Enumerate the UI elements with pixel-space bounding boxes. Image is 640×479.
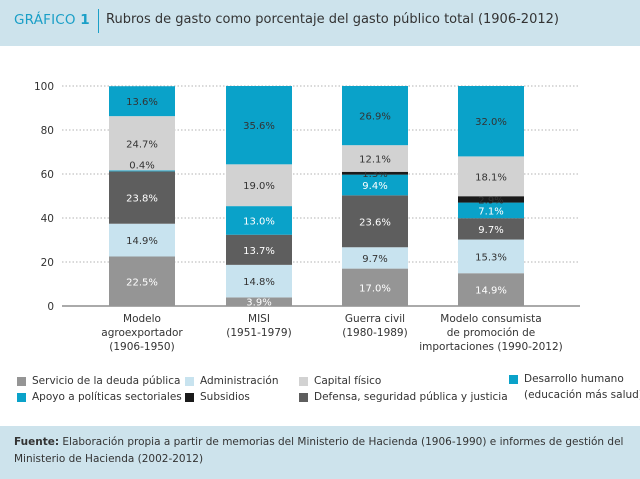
x-category-label: (1951-1979) xyxy=(226,327,291,339)
legend-swatch xyxy=(299,377,308,386)
data-label: 9.7% xyxy=(362,254,387,265)
data-label: 23.6% xyxy=(359,217,391,228)
legend-label: Servicio de la deuda pública xyxy=(32,375,181,387)
bar-segment xyxy=(226,234,292,265)
legend-swatch xyxy=(299,393,308,402)
x-category-label: importaciones (1990-2012) xyxy=(419,341,563,353)
legend-swatch xyxy=(185,377,194,386)
bar-segment xyxy=(342,195,408,248)
bar-segment xyxy=(109,170,175,172)
data-label: 14.9% xyxy=(126,236,158,247)
y-tick-label: 60 xyxy=(41,169,54,181)
bar-segment xyxy=(226,206,292,235)
x-category-label: Modelo consumista xyxy=(440,313,541,325)
y-tick-label: 0 xyxy=(47,301,54,313)
data-label: 32.0% xyxy=(475,117,507,128)
bar-segment xyxy=(458,239,524,274)
data-label: 1.3% xyxy=(362,169,387,180)
bar-segment xyxy=(109,256,175,306)
bar-segment xyxy=(458,86,524,157)
chart-title: Rubros de gasto como porcentaje del gast… xyxy=(106,12,559,27)
data-label: 13.7% xyxy=(243,246,275,257)
data-label: 13.6% xyxy=(126,97,158,108)
legend-label-line2: (educación más salud) xyxy=(524,389,640,401)
bar-segment xyxy=(342,145,408,172)
bar-segment xyxy=(342,171,408,175)
data-label: 2.9% xyxy=(478,195,503,206)
bar-segment xyxy=(109,171,175,224)
header-separator xyxy=(98,9,99,33)
legend-label: Capital físico xyxy=(314,375,382,387)
data-label: 23.8% xyxy=(126,194,158,205)
data-label: 9.4% xyxy=(362,181,387,192)
legend-label: Administración xyxy=(200,375,279,387)
chart-header: GRÁFICO 1 Rubros de gasto como porcentaj… xyxy=(0,0,640,46)
legend-swatch xyxy=(17,377,26,386)
bar-segment xyxy=(458,273,524,306)
data-label: 7.1% xyxy=(478,206,503,217)
source-note: Fuente: Elaboración propia a partir de m… xyxy=(14,434,624,468)
x-category-label: (1906-1950) xyxy=(109,341,174,353)
bar-segment xyxy=(342,174,408,196)
legend-label: Defensa, seguridad pública y justicia xyxy=(314,391,508,403)
bar-segment xyxy=(109,86,175,117)
stacked-bar-chart: 0 20 40 60 80 100 22.5% 14.9% 23.8% 24.7% 13.6% 3.9… xyxy=(34,81,580,353)
legend-label: Apoyo a políticas sectoriales xyxy=(32,391,182,403)
data-label: 14.8% xyxy=(243,277,275,288)
bar-segment xyxy=(226,297,292,306)
x-category-label: MISI xyxy=(248,313,270,325)
x-category-label: (1980-1989) xyxy=(342,327,407,339)
data-label: 14.9% xyxy=(475,286,507,297)
data-label: 3.9% xyxy=(246,298,271,309)
data-label: 17.0% xyxy=(359,283,391,294)
data-label: 19.0% xyxy=(243,181,275,192)
source-label: Fuente: xyxy=(14,436,60,448)
bar-segment xyxy=(226,264,292,298)
bar-segment xyxy=(226,164,292,207)
y-tick-label: 40 xyxy=(41,213,54,225)
bar-segment xyxy=(458,156,524,197)
figure-label-word: GRÁFICO xyxy=(14,12,76,28)
bar-segment xyxy=(109,223,175,257)
bar-segment xyxy=(109,116,175,171)
data-label: 24.7% xyxy=(126,139,158,150)
data-label: 22.5% xyxy=(126,277,158,288)
data-label: 26.9% xyxy=(359,112,391,123)
data-label: 12.1% xyxy=(359,154,391,165)
data-label: 13.0% xyxy=(243,216,275,227)
bar-segment xyxy=(226,86,292,165)
chart-footer: Fuente: Elaboración propia a partir de m… xyxy=(0,426,640,479)
y-tick-label: 80 xyxy=(41,125,54,137)
bar-segment xyxy=(458,218,524,240)
bar-segment xyxy=(342,86,408,146)
x-category-label: agroexportador xyxy=(101,327,183,339)
x-category-label: Guerra civil xyxy=(345,313,405,325)
y-tick-label: 20 xyxy=(41,257,54,269)
legend-label: Subsidios xyxy=(200,391,250,403)
y-tick-label: 100 xyxy=(34,81,54,93)
figure-number: 1 xyxy=(80,12,90,28)
bar-segment xyxy=(458,196,524,203)
data-label: 18.1% xyxy=(475,172,507,183)
data-label: 35.6% xyxy=(243,121,275,132)
bar-segment xyxy=(342,247,408,269)
legend-swatch xyxy=(509,375,518,384)
data-label: 15.3% xyxy=(475,252,507,263)
figure-label: GRÁFICO 1 xyxy=(14,12,90,28)
source-text: Elaboración propia a partir de memorias … xyxy=(14,436,624,465)
data-label-annotation: 0.4% xyxy=(129,160,154,171)
legend-swatch xyxy=(185,393,194,402)
bar-segment xyxy=(458,202,524,219)
x-category-label: Modelo xyxy=(123,313,161,325)
legend-swatch xyxy=(17,393,26,402)
bar-segment xyxy=(342,268,408,306)
legend-label: Desarrollo humano xyxy=(524,373,624,385)
data-label: 9.7% xyxy=(478,225,503,236)
x-category-label: de promoción de xyxy=(447,327,536,339)
